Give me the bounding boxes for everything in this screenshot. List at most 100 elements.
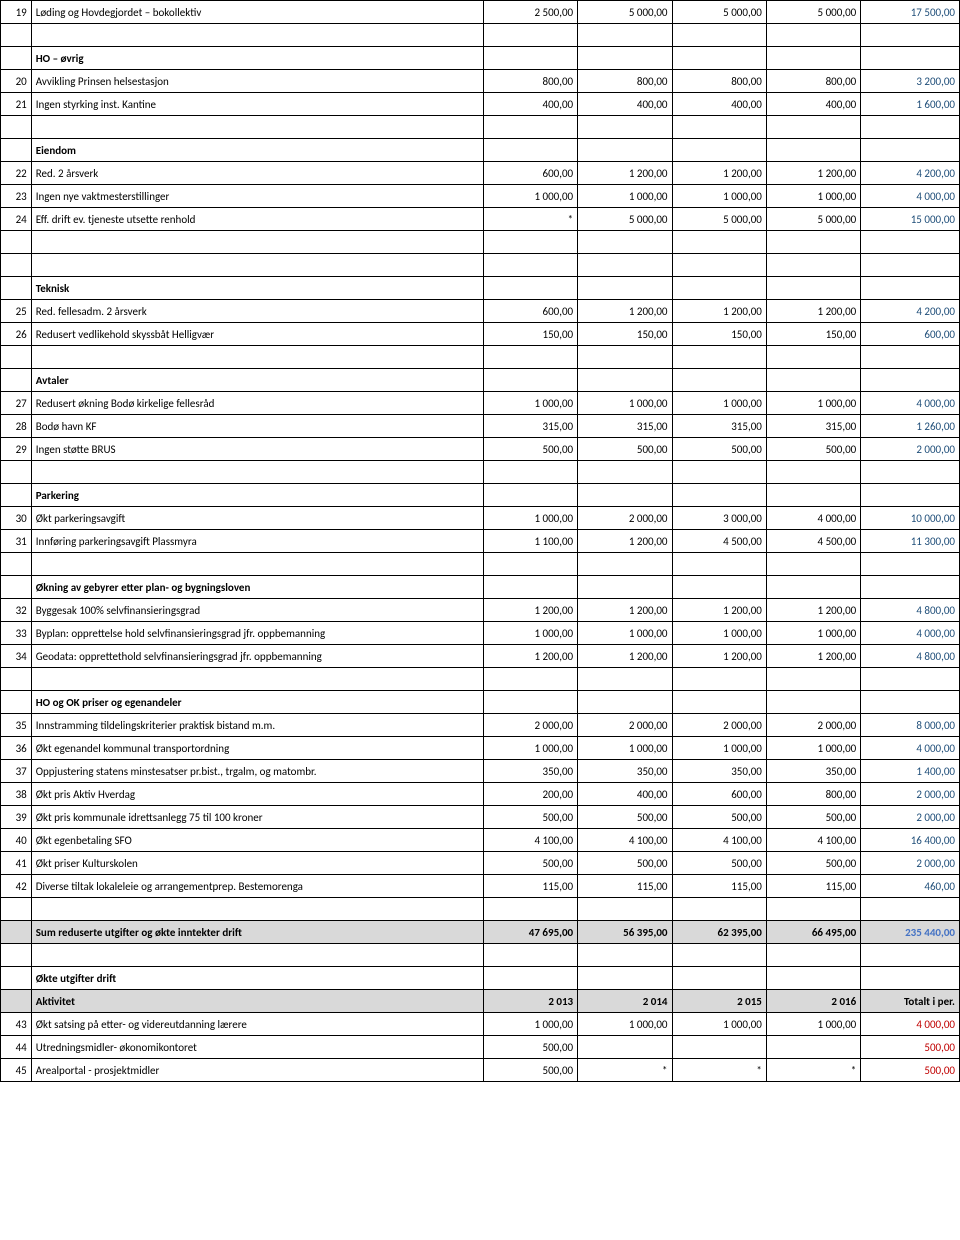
cell: 600,00 [861,323,960,346]
cell: 1 200,00 [672,599,766,622]
cell [1,231,32,254]
cell [1,990,32,1013]
cell: Eiendom [31,139,483,162]
table-row: 41Økt priser Kulturskolen500,00500,00500… [1,852,960,875]
cell: 20 [1,70,32,93]
cell [861,461,960,484]
cell: 30 [1,507,32,530]
cell [578,346,672,369]
cell: 26 [1,323,32,346]
cell: 24 [1,208,32,231]
cell [672,254,766,277]
cell: 11 300,00 [861,530,960,553]
cell: 1 000,00 [578,737,672,760]
table-row: 43Økt satsing på etter- og videreutdanni… [1,1013,960,1036]
cell: 2 000,00 [861,438,960,461]
cell: 4 100,00 [483,829,577,852]
cell: Økt satsing på etter- og videreutdanning… [31,1013,483,1036]
cell: 2 000,00 [766,714,860,737]
cell: 1 200,00 [672,300,766,323]
cell: 8 000,00 [861,714,960,737]
table-row: 31Innføring parkeringsavgift Plassmyra1 … [1,530,960,553]
cell: 600,00 [483,300,577,323]
cell: 28 [1,415,32,438]
cell [861,484,960,507]
table-row: 36Økt egenandel kommunal transportordnin… [1,737,960,760]
cell [861,231,960,254]
cell: 5 000,00 [578,1,672,24]
cell [672,944,766,967]
table-row: 25Red. fellesadm. 2 årsverk600,001 200,0… [1,300,960,323]
cell: 500,00 [766,806,860,829]
cell: 5 000,00 [766,208,860,231]
cell: 1 000,00 [483,1013,577,1036]
cell [766,1036,860,1059]
cell: 1 000,00 [483,737,577,760]
cell: 350,00 [766,760,860,783]
cell: 2 000,00 [861,783,960,806]
cell [483,461,577,484]
cell: 36 [1,737,32,760]
cell: Ingen styrking inst. Kantine [31,93,483,116]
cell: 2 014 [578,990,672,1013]
cell [578,944,672,967]
cell: 500,00 [766,438,860,461]
cell: 5 000,00 [766,1,860,24]
cell: 200,00 [483,783,577,806]
cell: 800,00 [578,70,672,93]
cell: Økt pris kommunale idrettsanlegg 75 til … [31,806,483,829]
cell [1,461,32,484]
cell [578,369,672,392]
cell: 29 [1,438,32,461]
cell [31,944,483,967]
cell: 4 000,00 [861,185,960,208]
cell [766,254,860,277]
cell: 66 495,00 [766,921,860,944]
cell [766,691,860,714]
cell: 1 200,00 [483,599,577,622]
cell: 1 000,00 [672,622,766,645]
cell: 4 800,00 [861,645,960,668]
cell: Sum reduserte utgifter og økte inntekter… [31,921,483,944]
cell [578,967,672,990]
cell [861,254,960,277]
cell: 38 [1,783,32,806]
cell: 1 000,00 [672,185,766,208]
table-row: 39Økt pris kommunale idrettsanlegg 75 ti… [1,806,960,829]
cell: 1 000,00 [578,1013,672,1036]
cell: 500,00 [578,852,672,875]
cell: 41 [1,852,32,875]
cell [766,139,860,162]
table-row: 30Økt parkeringsavgift1 000,002 000,003 … [1,507,960,530]
cell: 400,00 [578,783,672,806]
cell: 115,00 [483,875,577,898]
cell [861,967,960,990]
cell: 32 [1,599,32,622]
cell: 3 200,00 [861,70,960,93]
cell: Eff. drift ev. tjeneste utsette renhold [31,208,483,231]
cell: 500,00 [483,806,577,829]
cell [766,231,860,254]
cell [1,691,32,714]
cell [578,231,672,254]
cell [672,691,766,714]
cell [31,461,483,484]
cell: Teknisk [31,277,483,300]
cell: 5 000,00 [672,1,766,24]
cell: 800,00 [672,70,766,93]
cell: 1 200,00 [483,645,577,668]
cell: 2 015 [672,990,766,1013]
cell: Geodata: opprettethold selvfinansierings… [31,645,483,668]
table-row: HO – øvrig [1,47,960,70]
table-row: Økning av gebyrer etter plan- og bygning… [1,576,960,599]
table-row [1,24,960,47]
cell: 2 000,00 [578,507,672,530]
cell [578,24,672,47]
cell: * [672,1059,766,1082]
cell: 34 [1,645,32,668]
cell: 600,00 [672,783,766,806]
cell: 4 000,00 [861,622,960,645]
table-row: 44Utredningsmidler- økonomikontoret500,0… [1,1036,960,1059]
cell [766,24,860,47]
cell: 45 [1,1059,32,1082]
